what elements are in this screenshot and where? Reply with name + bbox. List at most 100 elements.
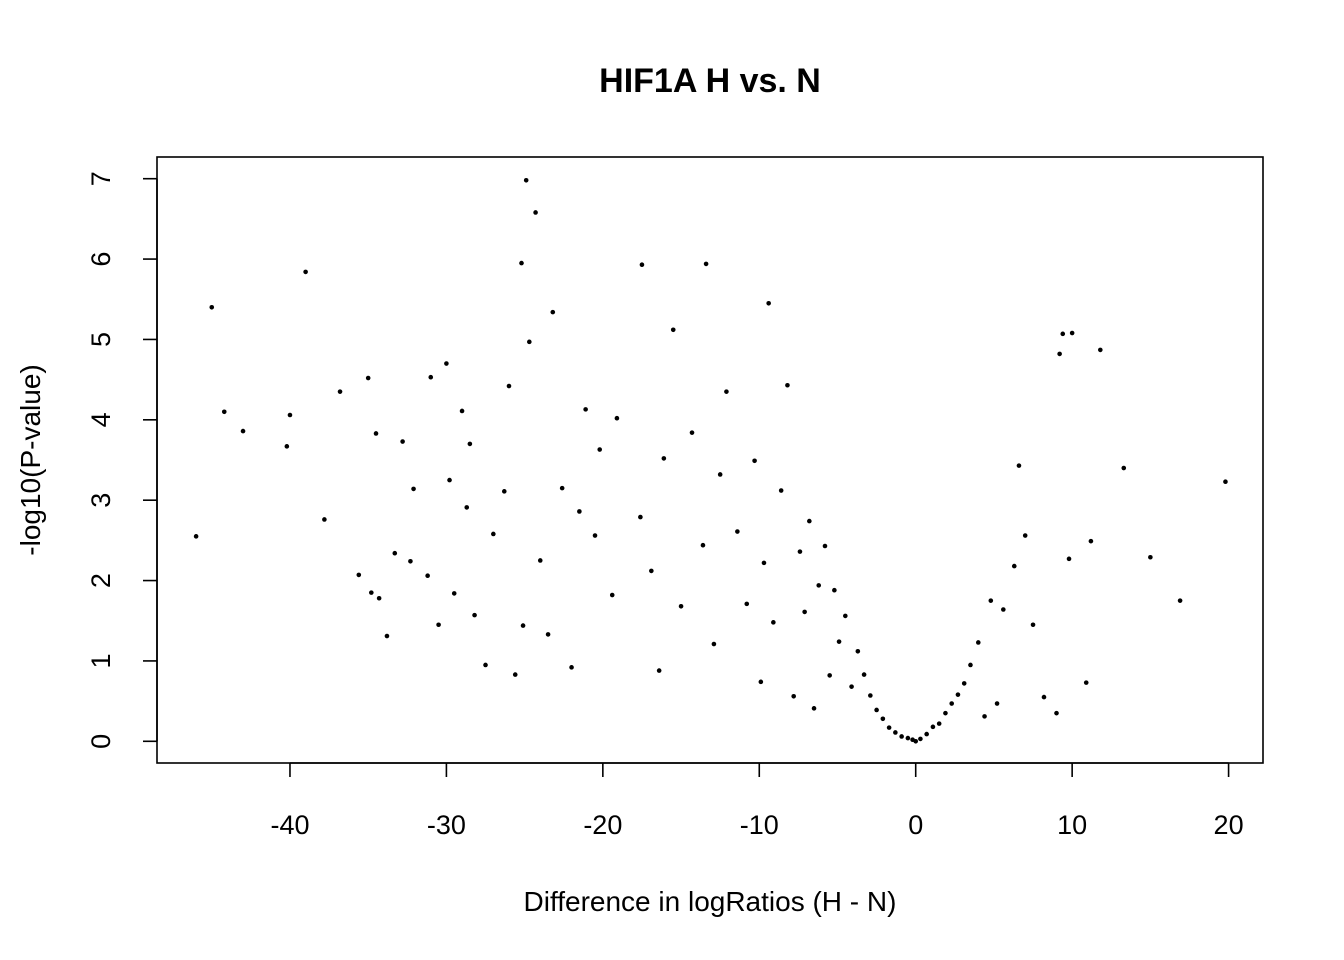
data-point <box>193 534 199 539</box>
data-point <box>988 598 994 603</box>
data-point <box>670 327 676 333</box>
data-point <box>827 673 832 678</box>
data-point <box>1022 533 1028 538</box>
y-tick-label: 3 <box>86 493 116 508</box>
data-point <box>577 509 582 514</box>
data-point <box>303 269 308 275</box>
data-point <box>1030 622 1036 628</box>
data-point <box>467 441 473 447</box>
data-point <box>1054 710 1059 716</box>
data-point <box>836 639 842 644</box>
data-point <box>678 603 684 609</box>
data-point <box>744 601 750 607</box>
y-tick-label: 0 <box>86 734 116 749</box>
data-point <box>583 407 588 412</box>
data-point <box>537 558 543 563</box>
data-point <box>447 477 452 483</box>
data-point <box>893 730 898 735</box>
data-point <box>961 681 967 686</box>
data-point <box>761 560 767 566</box>
data-point <box>550 309 556 315</box>
data-point <box>802 609 807 615</box>
data-point <box>807 518 812 524</box>
data-point <box>609 592 615 598</box>
data-point <box>1041 694 1047 700</box>
data-point <box>491 531 496 537</box>
data-point <box>408 558 413 564</box>
data-point <box>930 724 936 730</box>
data-point <box>428 374 434 380</box>
y-tick-label: 5 <box>86 332 116 347</box>
data-point <box>337 389 343 394</box>
data-point <box>791 693 796 699</box>
y-tick-label: 4 <box>86 412 116 427</box>
data-point <box>597 447 603 452</box>
y-tick-label: 1 <box>86 653 116 668</box>
data-point <box>1223 479 1228 485</box>
data-point <box>816 583 822 588</box>
data-point <box>240 428 246 434</box>
plot-area-border <box>156 156 1264 764</box>
data-point <box>512 672 518 677</box>
data-point <box>968 662 973 668</box>
data-point <box>861 672 867 677</box>
data-point <box>849 684 854 689</box>
data-point <box>527 339 532 345</box>
data-point <box>287 412 293 418</box>
x-axis: -40 -30 -20 -10 0 10 20 <box>270 762 1244 840</box>
data-point <box>1060 331 1066 337</box>
data-point <box>758 679 764 685</box>
data-point <box>994 701 1000 706</box>
data-point <box>1011 563 1017 569</box>
data-point <box>520 623 526 628</box>
data-point <box>943 710 948 716</box>
data-point <box>533 210 538 215</box>
data-point <box>771 620 776 625</box>
data-point <box>905 735 911 741</box>
data-point <box>1001 607 1006 612</box>
data-point <box>209 304 215 310</box>
data-point <box>700 542 706 548</box>
data-point <box>322 517 327 522</box>
data-point <box>785 382 790 388</box>
chart-title: HIF1A H vs. N <box>599 62 821 100</box>
data-point <box>880 716 886 722</box>
x-tick-label: -30 <box>427 810 466 840</box>
y-axis-label: -log10(P-value) <box>15 364 46 555</box>
data-point <box>661 456 667 461</box>
data-point <box>523 178 529 183</box>
x-tick-label: -40 <box>270 810 309 840</box>
data-point <box>1148 554 1153 560</box>
data-point <box>356 572 362 578</box>
data-point <box>559 485 565 491</box>
data-point <box>936 721 942 726</box>
data-point <box>459 408 465 414</box>
data-point <box>392 550 398 556</box>
data-point <box>924 731 929 737</box>
data-point <box>724 389 729 394</box>
data-point <box>1069 330 1075 336</box>
data-point <box>752 458 757 464</box>
x-axis-label: Difference in logRatios (H - N) <box>524 886 897 917</box>
data-point <box>913 738 919 744</box>
data-point <box>689 430 695 435</box>
data-point <box>425 573 430 579</box>
scatter-points <box>193 178 1228 744</box>
data-point <box>656 668 662 673</box>
data-point <box>545 632 551 637</box>
data-point <box>365 375 371 381</box>
data-point <box>1057 351 1062 357</box>
data-point <box>703 261 709 267</box>
data-point <box>436 622 441 628</box>
data-point <box>592 533 598 538</box>
data-point <box>464 505 470 510</box>
data-point <box>711 641 717 647</box>
data-point <box>822 543 828 549</box>
data-point <box>1088 538 1094 544</box>
data-point <box>832 587 837 593</box>
data-point <box>918 736 923 742</box>
data-point <box>384 633 390 639</box>
data-point <box>444 361 449 366</box>
data-point <box>874 707 879 713</box>
data-point <box>975 640 981 645</box>
